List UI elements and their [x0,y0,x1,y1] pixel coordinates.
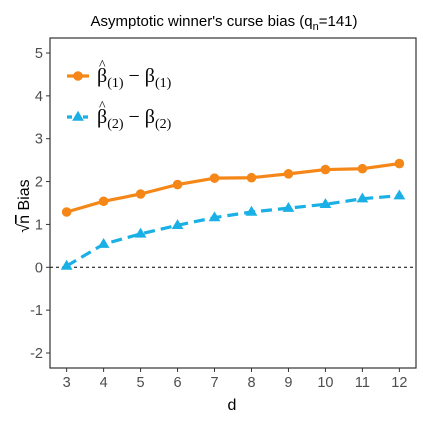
series-1-point [135,189,146,199]
series-1-point [357,163,368,174]
y-axis-title: √n Bias [16,179,33,232]
legend-label-part: (1) [155,76,172,91]
legend: ^β(1) − β(1)^β(2) − β(2) [67,58,172,132]
series-2-point [134,227,147,238]
series-2-point [319,198,332,209]
y-tick-label: 2 [35,175,43,191]
plot-border [49,37,417,369]
series-2-point [393,189,406,200]
series-2-point [60,259,73,270]
y-tick-label: 4 [35,89,43,105]
x-tick-label: 6 [174,375,182,391]
x-tick-label: 4 [100,375,108,391]
series-1-point [172,179,183,190]
series-1-point [246,172,257,183]
legend-key-marker-2 [72,110,84,121]
series-2-line [65,194,400,268]
legend-label-part: (2) [107,117,124,132]
x-tick-label: 8 [247,375,255,391]
legend-label-part: β [97,106,107,128]
x-tick-label: 11 [355,375,370,391]
series-1-point [209,173,220,183]
series-2-point [356,192,369,203]
series-1-line [66,161,400,214]
series-1-point [61,207,72,217]
x-tick-label: 7 [210,375,218,391]
x-tick-label: 5 [137,375,145,391]
series-1-point [320,164,331,175]
series-1-point [98,196,109,207]
y-tick-label: 3 [35,132,43,148]
svg-text:√n Bias: √n Bias [16,179,33,232]
x-tick-label: 9 [284,375,292,391]
y-tick-label: -1 [30,303,43,319]
plot-area [50,158,416,270]
y-tick-label: 0 [35,260,43,276]
legend-key-marker-1 [73,71,83,81]
series-1 [61,158,405,217]
series-1-point [394,158,405,169]
x-tick-label: 12 [391,375,407,391]
legend-label-2: β(2) − β(2) [97,106,172,132]
chart-title: Asymptotic winner's curse bias (qn=141) [90,13,357,33]
legend-label-1: β(1) − β(1) [97,65,172,91]
y-tick-label: -2 [30,346,43,362]
legend-label-part: (2) [155,117,172,132]
y-tick-label: 1 [35,217,43,233]
series-1-point [283,169,294,179]
series-2-point [171,219,184,230]
legend-hat: ^ [99,58,106,73]
x-tick-label: 3 [63,375,71,391]
x-axis-title: d [228,397,237,414]
legend-hat: ^ [99,99,106,114]
legend-label-part: − β [124,65,155,87]
legend-label-part: β [97,65,107,87]
series-2-point [97,237,110,248]
series-2-point [245,205,258,216]
x-tick-label: 10 [317,375,333,391]
y-tick-label: 5 [35,46,43,62]
legend-label-part: (1) [107,76,124,91]
series-2-point [282,201,295,212]
legend-label-part: − β [124,106,155,128]
series-2-point [208,211,221,222]
series-2 [60,189,406,270]
